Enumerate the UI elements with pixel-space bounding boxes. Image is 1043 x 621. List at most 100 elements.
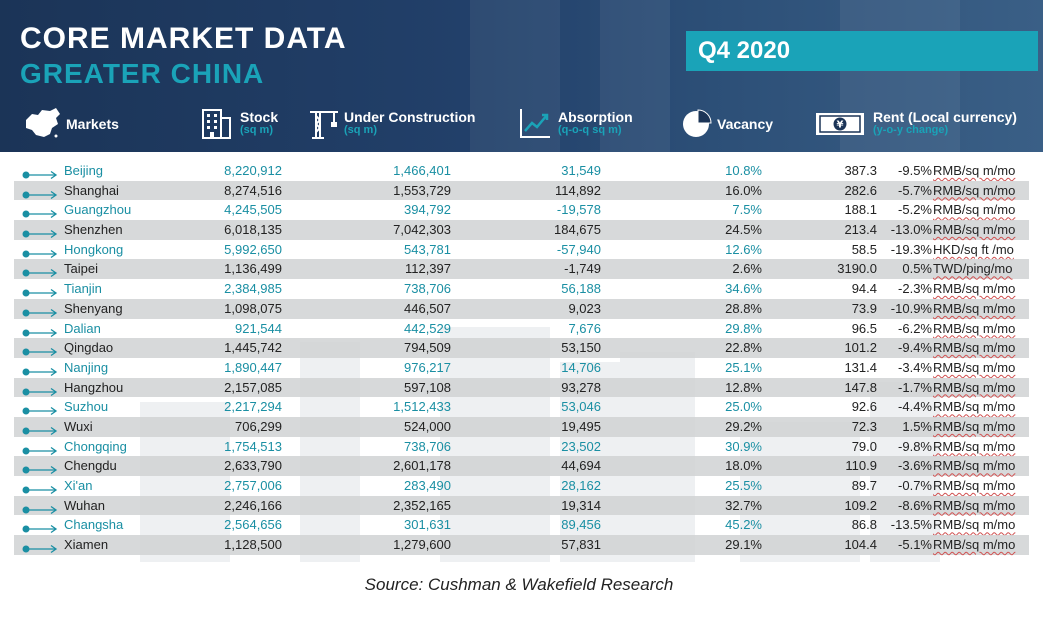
absorption-value: 57,831 xyxy=(561,537,601,553)
under-construction-value: 112,397 xyxy=(404,261,451,277)
under-construction-header-sub: (sq m) xyxy=(344,124,377,136)
pie-chart-icon xyxy=(681,106,713,145)
col-header-under-construction: Under Construction (sq m) xyxy=(308,104,508,144)
arrow-bullet-icon xyxy=(22,324,58,337)
under-construction-value: 446,507 xyxy=(404,300,451,316)
arrow-bullet-icon xyxy=(22,383,58,396)
absorption-header-label: Absorption xyxy=(558,109,633,125)
market-name: Shanghai xyxy=(64,182,119,198)
rent-change-value: 1.5% xyxy=(902,418,932,434)
col-header-stock: Stock (sq m) xyxy=(200,104,310,144)
table-row: Nanjing 1,890,447 976,217 14,706 25.1% 131.4 -… xyxy=(14,358,1029,378)
absorption-value: 7,676 xyxy=(568,320,601,336)
absorption-value: 19,495 xyxy=(561,418,601,434)
absorption-value: 89,456 xyxy=(561,517,601,533)
stock-value: 921,544 xyxy=(235,320,282,336)
col-header-rent: ¥ Rent (Local currency) (y-o-y change) xyxy=(815,104,1040,144)
vacancy-value: 12.8% xyxy=(725,379,762,395)
rent-unit: TWD/ping/mo xyxy=(933,261,1013,277)
rent-unit: RMB/sq m/mo xyxy=(933,478,1016,493)
arrow-bullet-icon xyxy=(22,442,58,455)
vacancy-value: 28.8% xyxy=(725,300,762,316)
rent-value: 86.8 xyxy=(851,517,877,533)
under-construction-value: 738,706 xyxy=(404,281,451,297)
vacancy-value: 2.6% xyxy=(732,261,762,277)
rent-change-value: -2.3% xyxy=(898,281,932,297)
rent-header-label: Rent (Local currency) xyxy=(873,109,1017,125)
rent-value: 109.2 xyxy=(844,497,877,513)
arrow-bullet-icon xyxy=(22,501,58,514)
rent-value: 73.9 xyxy=(851,300,877,316)
absorption-value: 184,675 xyxy=(554,222,601,238)
rent-change-value: -6.2% xyxy=(898,320,932,336)
rent-unit: RMB/sq m/mo xyxy=(933,300,1016,316)
stock-value: 1,445,742 xyxy=(224,340,282,356)
rent-change-value: -19.3% xyxy=(890,241,932,257)
stock-value: 2,564,656 xyxy=(224,517,282,533)
under-construction-value: 597,108 xyxy=(404,379,451,395)
table-row: Shenyang 1,098,075 446,507 9,023 28.8% 73.9 -1… xyxy=(14,298,1029,319)
rent-value: 147.8 xyxy=(844,379,877,395)
vacancy-value: 24.5% xyxy=(725,222,762,238)
title-line-1: CORE MARKET DATA xyxy=(20,22,347,55)
title-line-2: GREATER CHINA xyxy=(20,58,265,89)
arrow-bullet-icon xyxy=(22,461,58,475)
rent-unit: RMB/sq m/mo xyxy=(933,281,1016,297)
rent-value: 188.1 xyxy=(844,202,877,218)
table-row: Shanghai 8,274,516 1,553,729 114,892 16.0% 28… xyxy=(14,180,1029,201)
rent-value: 92.6 xyxy=(851,399,877,415)
arrow-bullet-icon xyxy=(22,540,58,554)
quarter-label: Q4 2020 xyxy=(698,37,791,64)
stock-header-label: Stock xyxy=(240,109,279,125)
rent-change-value: -5.2% xyxy=(898,202,932,218)
arrow-bullet-icon xyxy=(22,225,58,239)
table-row: Chongqing 1,754,513 738,706 23,502 30.9% 79.0… xyxy=(14,437,1029,457)
svg-text:¥: ¥ xyxy=(837,120,844,131)
stock-header-sub: (sq m) xyxy=(240,124,273,136)
stock-value: 2,633,790 xyxy=(224,458,282,474)
table-row: Suzhou 2,217,294 1,512,433 53,046 25.0% 92.6 -… xyxy=(14,397,1029,417)
rent-unit: RMB/sq m/mo xyxy=(933,182,1016,198)
under-construction-value: 283,490 xyxy=(404,478,451,493)
absorption-value: -57,940 xyxy=(556,241,601,257)
arrow-bullet-icon xyxy=(22,205,58,219)
table-row: Xi'an 2,757,006 283,490 28,162 25.5% 89.7 -0.7… xyxy=(14,476,1029,496)
table-row: Xiamen 1,128,500 1,279,600 57,831 29.1% 104.4… xyxy=(14,535,1029,555)
stock-value: 2,384,985 xyxy=(224,281,282,297)
stock-value: 2,217,294 xyxy=(224,399,282,415)
rent-change-value: -1.7% xyxy=(898,379,932,395)
rent-unit: RMB/sq m/mo xyxy=(933,202,1016,218)
china-map-icon xyxy=(22,106,62,145)
stock-value: 706,299 xyxy=(235,418,282,434)
under-construction-value: 301,631 xyxy=(404,517,451,533)
vacancy-value: 12.6% xyxy=(725,241,762,257)
absorption-value: 23,502 xyxy=(561,438,601,454)
rent-change-value: -0.7% xyxy=(898,478,932,493)
stock-value: 1,098,075 xyxy=(224,300,282,316)
market-data-table: Beijing 8,220,912 1,466,401 31,549 10.8% 387.… xyxy=(14,161,1029,555)
market-name: Xi'an xyxy=(64,478,93,493)
market-name: Chengdu xyxy=(64,458,117,474)
arrow-bullet-icon xyxy=(22,363,58,376)
absorption-value: 28,162 xyxy=(561,478,601,493)
col-header-markets: Markets xyxy=(22,104,172,144)
quarter-badge: Q4 2020 xyxy=(686,31,1038,71)
vacancy-header-label: Vacancy xyxy=(717,116,774,132)
table-row: Hangzhou 2,157,085 597,108 93,278 12.8% 147.8… xyxy=(14,377,1029,398)
market-name: Dalian xyxy=(64,320,101,336)
vacancy-value: 16.0% xyxy=(725,182,762,198)
rent-change-value: -9.4% xyxy=(898,340,932,356)
under-construction-value: 2,601,178 xyxy=(393,458,451,474)
arrow-bullet-icon xyxy=(22,481,58,495)
absorption-value: 14,706 xyxy=(561,359,601,375)
absorption-value: 31,549 xyxy=(561,163,601,178)
under-construction-value: 976,217 xyxy=(404,359,451,375)
absorption-value: -19,578 xyxy=(556,202,601,218)
table-row: Taipei 1,136,499 112,397 -1,749 2.6% 3190.0 0.… xyxy=(14,259,1029,280)
market-name: Suzhou xyxy=(64,399,109,415)
stock-value: 1,128,500 xyxy=(224,537,282,553)
table-row: Dalian 921,544 442,529 7,676 29.8% 96.5 -6.2% R… xyxy=(14,319,1029,339)
arrow-bullet-icon xyxy=(22,402,58,416)
vacancy-value: 29.2% xyxy=(725,418,762,434)
rent-change-value: 0.5% xyxy=(902,261,932,277)
